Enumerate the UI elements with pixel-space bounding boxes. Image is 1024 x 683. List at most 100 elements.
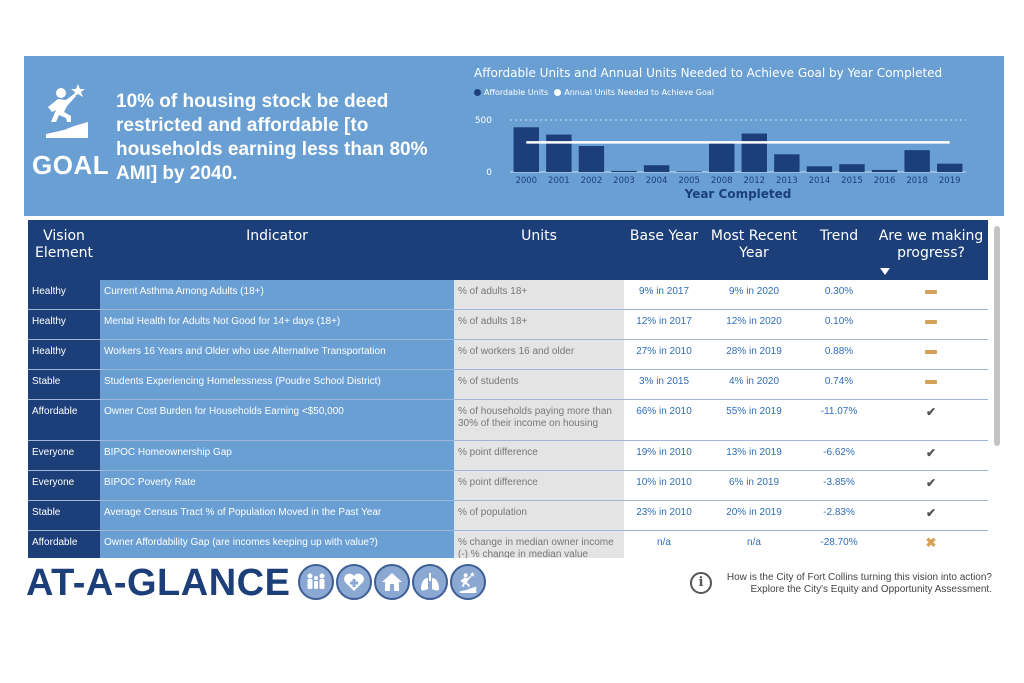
no-change-icon: [925, 380, 937, 384]
x-tick-label: 2014: [809, 176, 831, 186]
checkmark-icon: ✔: [925, 446, 937, 460]
indicator-cell: Average Census Tract % of Population Mov…: [100, 501, 454, 530]
x-tick-label: 2008: [711, 176, 733, 186]
no-change-icon: [925, 290, 937, 294]
vision-element-cell: Affordable: [28, 400, 100, 440]
vision-element-cell: Healthy: [28, 310, 100, 339]
table-row[interactable]: Healthy Current Asthma Among Adults (18+)…: [28, 280, 988, 310]
header-vision-element[interactable]: Vision Element: [35, 228, 93, 261]
bar-2018: [904, 150, 930, 172]
health-icon[interactable]: [336, 564, 372, 600]
chart-legend: Affordable Units Annual Units Needed to …: [474, 88, 714, 97]
vision-element-cell: Everyone: [28, 471, 100, 500]
progress-cell: ✖: [874, 531, 988, 558]
progress-cell: [874, 370, 988, 399]
vision-element-cell: Stable: [28, 370, 100, 399]
climber-goal-icon[interactable]: [450, 564, 486, 600]
goal-label: GOAL: [32, 150, 110, 180]
most-recent-year-cell: 12% in 2020: [704, 310, 804, 339]
bar-2016: [871, 169, 898, 172]
trend-cell: 0.30%: [804, 280, 874, 309]
header-units[interactable]: Units: [521, 228, 557, 244]
legend-label: Affordable Units: [484, 88, 549, 97]
table-row[interactable]: Stable Average Census Tract % of Populati…: [28, 501, 988, 531]
most-recent-year-cell: n/a: [704, 531, 804, 558]
most-recent-year-cell: 6% in 2019: [704, 471, 804, 500]
x-tick-label: 2019: [939, 176, 961, 186]
table-row[interactable]: Healthy Workers 16 Years and Older who us…: [28, 340, 988, 370]
legend-item-annual-units-needed[interactable]: Annual Units Needed to Achieve Goal: [554, 88, 714, 97]
trend-cell: -6.62%: [804, 441, 874, 470]
bar-2003: [611, 170, 637, 172]
legend-item-affordable-units[interactable]: Affordable Units: [474, 88, 548, 97]
info-icon[interactable]: i: [690, 572, 712, 594]
legend-label: Annual Units Needed to Achieve Goal: [564, 88, 714, 97]
bar-2004: [643, 165, 670, 172]
indicator-cell: Students Experiencing Homelessness (Poud…: [100, 370, 454, 399]
units-cell: % of workers 16 and older: [454, 340, 624, 369]
trend-cell: 0.88%: [804, 340, 874, 369]
indicator-cell: Owner Affordability Gap (are incomes kee…: [100, 531, 454, 558]
people-icon[interactable]: [298, 564, 334, 600]
bar-2005: [676, 171, 702, 172]
base-year-cell: 23% in 2010: [624, 501, 704, 530]
sort-descending-icon[interactable]: [880, 268, 890, 275]
most-recent-year-cell: 20% in 2019: [704, 501, 804, 530]
bar-2014: [806, 166, 833, 172]
indicator-cell: Owner Cost Burden for Households Earning…: [100, 400, 454, 440]
units-cell: % of households paying more than 30% of …: [454, 400, 624, 440]
header-progress-label: Are we making progress?: [878, 228, 984, 261]
most-recent-year-cell: 4% in 2020: [704, 370, 804, 399]
home-icon[interactable]: [374, 564, 410, 600]
x-tick-label: 2004: [646, 176, 668, 186]
lungs-icon[interactable]: [412, 564, 448, 600]
base-year-cell: 12% in 2017: [624, 310, 704, 339]
progress-cell: ✔: [874, 400, 988, 440]
x-tick-label: 2003: [613, 176, 635, 186]
progress-cell: ✔: [874, 501, 988, 530]
vision-icons-group: [298, 564, 486, 600]
header-most-recent-year[interactable]: Most Recent Year: [710, 228, 798, 261]
header-base-year[interactable]: Base Year: [629, 228, 699, 244]
trend-cell: -11.07%: [804, 400, 874, 440]
units-cell: % point difference: [454, 471, 624, 500]
table-scrollbar[interactable]: [994, 226, 1000, 446]
y-tick-label: 0: [486, 168, 492, 178]
table-row[interactable]: Everyone BIPOC Poverty Rate% point differ…: [28, 471, 988, 501]
units-cell: % of adults 18+: [454, 280, 624, 309]
x-tick-label: 2018: [906, 176, 928, 186]
table-row[interactable]: Affordable Owner Affordability Gap (are i…: [28, 531, 988, 558]
x-tick-label: 2000: [515, 176, 537, 186]
units-cell: % point difference: [454, 441, 624, 470]
bar-2000: [513, 127, 539, 172]
bar-2015: [839, 164, 865, 172]
vision-element-cell: Stable: [28, 501, 100, 530]
table-row[interactable]: Healthy Mental Health for Adults Not Good…: [28, 310, 988, 340]
at-a-glance-title: AT-A-GLANCE: [26, 562, 291, 604]
equity-assessment-link[interactable]: How is the City of Fort Collins turning …: [726, 572, 992, 595]
bar-2001: [546, 134, 572, 172]
table-row[interactable]: Affordable Owner Cost Burden for Househol…: [28, 400, 988, 441]
progress-cell: ✔: [874, 441, 988, 470]
header-trend[interactable]: Trend: [819, 228, 859, 244]
x-tick-label: 2001: [548, 176, 570, 186]
trend-cell: 0.10%: [804, 310, 874, 339]
base-year-cell: 27% in 2010: [624, 340, 704, 369]
base-year-cell: 10% in 2010: [624, 471, 704, 500]
progress-cell: [874, 310, 988, 339]
x-tick-label: 2016: [874, 176, 896, 186]
checkmark-icon: ✔: [925, 506, 937, 520]
x-tick-label: 2013: [776, 176, 798, 186]
most-recent-year-cell: 28% in 2019: [704, 340, 804, 369]
table-row[interactable]: Stable Students Experiencing Homelessness…: [28, 370, 988, 400]
table-row[interactable]: Everyone BIPOC Homeownership Gap% point d…: [28, 441, 988, 471]
units-cell: % of students: [454, 370, 624, 399]
vision-element-cell: Everyone: [28, 441, 100, 470]
indicator-cell: BIPOC Poverty Rate: [100, 471, 454, 500]
header-progress[interactable]: Are we making progress?: [874, 228, 988, 275]
affordable-units-bar-chart: 0 500 2000 2001 2002 2003 2004 2005 2008 2012 2013…: [475, 116, 966, 201]
header-indicator[interactable]: Indicator: [246, 228, 308, 244]
bar-2002: [578, 146, 605, 172]
trend-cell: -3.85%: [804, 471, 874, 500]
indicator-cell: BIPOC Homeownership Gap: [100, 441, 454, 470]
